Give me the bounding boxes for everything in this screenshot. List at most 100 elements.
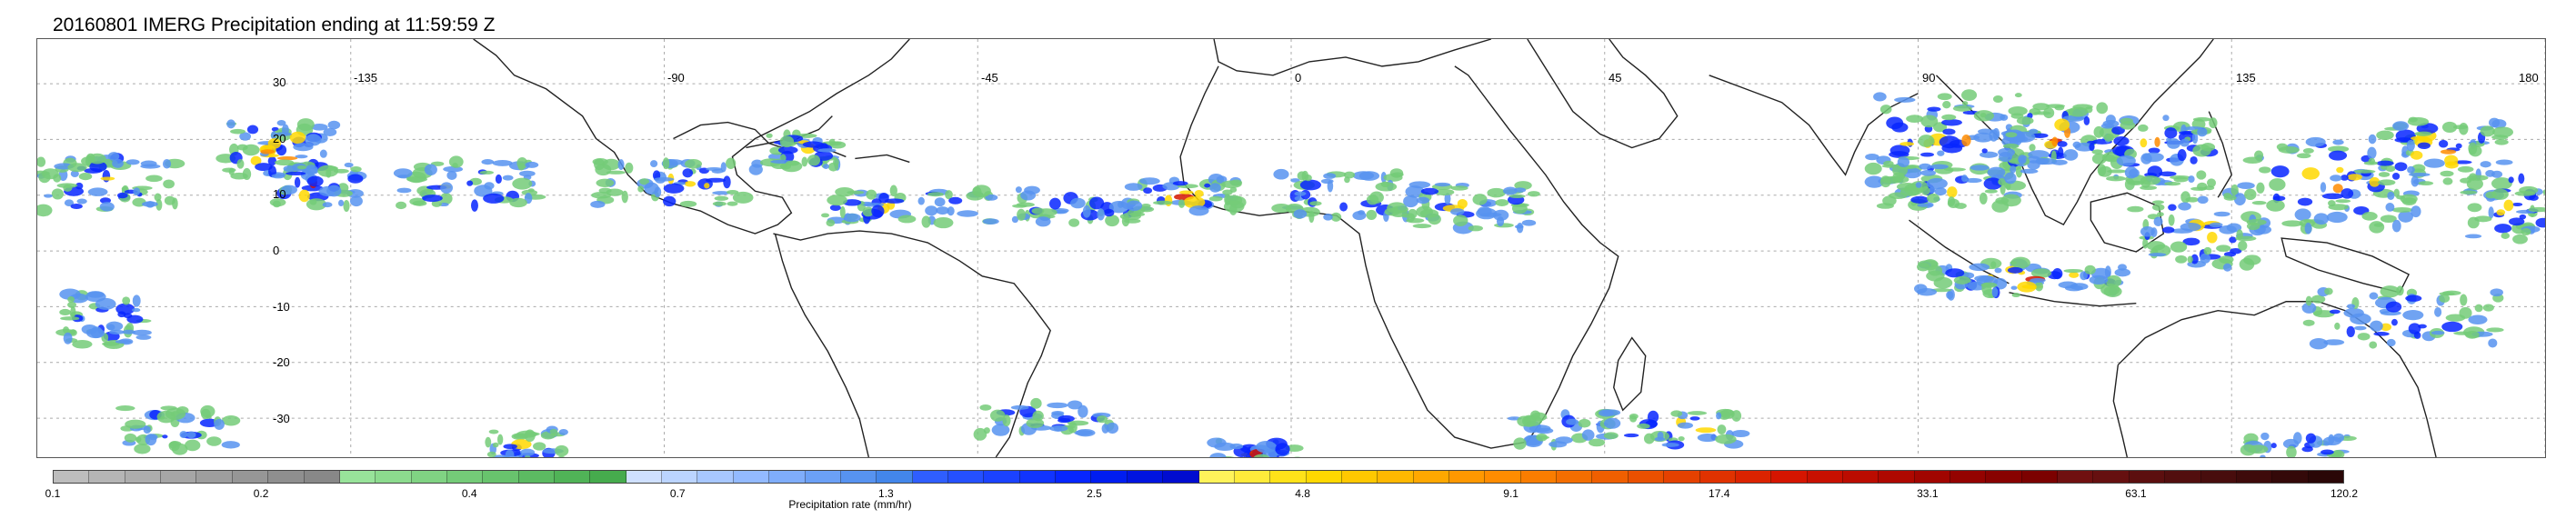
precip-cell [2187,255,2193,264]
precip-cell [267,138,282,149]
precip-cell [2107,169,2127,174]
precip-cell [2238,240,2248,251]
precip-cell [2114,268,2131,277]
precip-cell [991,424,1010,436]
precip-cell [2159,171,2177,177]
colorbar-cell [89,471,125,483]
precip-cell [326,185,342,197]
precip-cell [1323,173,1337,179]
precip-cell [2035,157,2049,165]
precip-cell [2008,106,2028,116]
precip-cell [117,311,126,318]
precip-cell [2000,194,2021,207]
precip-cell [317,165,339,177]
precip-cell [509,197,527,208]
precip-cell [684,181,697,187]
coastline-south-america [773,230,1051,457]
precip-cell [276,120,286,126]
precip-cell [1941,114,1957,121]
precip-cell [1020,190,1037,201]
precip-cell [64,199,75,207]
precip-cell [1297,171,1307,181]
precip-cell [1603,432,1619,440]
precip-cell [1929,164,1949,170]
precip-cell [1578,418,1591,428]
precip-cell [1153,200,1173,205]
precip-cell [1697,433,1719,443]
precip-cell [100,176,115,181]
precip-cell [827,195,847,206]
precip-cell [2518,173,2525,185]
precip-cell [720,162,727,173]
precip-cell [2368,134,2377,145]
precip-cell [590,200,606,208]
precip-cell [2164,127,2178,139]
precip-cell [2207,231,2218,244]
precip-cell [2369,292,2379,300]
precip-cell [714,195,729,201]
colorbar-cell [1807,471,1843,483]
precip-cell [654,176,675,182]
precip-cell [2439,294,2451,303]
precip-cell [1623,433,1639,438]
precip-cell [712,201,727,206]
precip-cell [1689,416,1700,421]
precip-cell [2256,182,2265,194]
precip-cell [1998,147,2016,157]
precip-cell [132,294,141,307]
precip-cell [1731,410,1742,422]
precip-cell [2491,188,2509,200]
precip-cell [2391,318,2398,326]
precip-cell [2369,341,2378,349]
precip-cell [1222,189,1233,195]
precip-cell [555,444,569,457]
precip-cell [142,201,158,207]
colorbar-tick-label: 0.2 [253,487,269,500]
precip-cell [2105,274,2122,288]
precip-cell [2213,211,2230,217]
precip-cell [2152,204,2165,211]
precip-cell [481,159,495,165]
precip-cell [2496,209,2506,216]
precip-cell [2013,131,2036,143]
precip-cell [2467,203,2482,213]
precip-cell [2441,121,2458,134]
precip-cell [89,161,107,173]
precip-cell [485,436,492,448]
precip-cell [1864,162,1882,175]
precip-cell [2180,223,2201,232]
precip-cell [2117,264,2128,271]
precip-cell [44,194,53,198]
precip-cell [1434,182,1451,187]
precip-cell [2297,197,2313,206]
precip-cell [143,425,151,434]
precip-cell [2407,117,2430,126]
precip-cell [2140,175,2160,185]
precip-cell [2495,159,2513,165]
precip-cell [2281,220,2303,227]
latitude-label: -30 [273,411,290,425]
precip-cell [2028,150,2050,160]
precip-cell [2033,111,2051,115]
precipitation-map[interactable] [36,38,2546,458]
precip-cell [1208,195,1223,202]
map-canvas[interactable] [37,39,2545,457]
precip-cell [294,176,301,188]
precip-cell [1390,205,1408,214]
precip-cell [878,193,889,204]
precip-cell [2188,175,2195,184]
longitude-label: 135 [2236,71,2256,85]
precip-cell [2190,254,2199,264]
precip-cell [108,329,125,335]
precip-cell [2402,310,2424,321]
precip-cell [1049,197,1061,210]
coastline-north-america [473,39,910,235]
precip-cell [2418,324,2427,329]
precip-cell [1140,204,1151,208]
precip-cell [2052,268,2063,280]
precip-cell [1412,224,1432,229]
precip-cell [165,407,186,421]
colorbar-cell [1485,471,1521,483]
precip-cell [78,173,93,181]
precip-cell [2320,449,2334,455]
